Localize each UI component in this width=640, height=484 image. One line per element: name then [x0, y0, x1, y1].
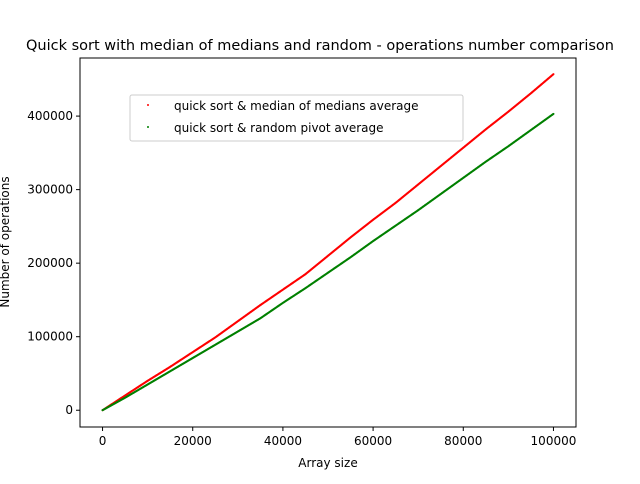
chart-title: Quick sort with median of medians and ra… [26, 38, 614, 54]
series-0-point [552, 73, 555, 76]
y-tick-label: 0 [65, 403, 73, 417]
y-axis-label: Number of operations [0, 176, 12, 307]
y-axis: 0 100000 200000 300000 400000 [27, 109, 80, 417]
legend-label-median-of-medians: quick sort & median of medians average [174, 99, 419, 113]
y-tick-label: 100000 [27, 330, 73, 344]
series-0 [101, 73, 555, 412]
series-1 [101, 112, 555, 412]
x-axis-label: Array size [298, 456, 357, 470]
series-layer [101, 73, 555, 412]
series-1-point [552, 112, 555, 115]
x-tick-label: 80000 [444, 434, 482, 448]
x-tick-label: 20000 [174, 434, 212, 448]
legend-label-random-pivot: quick sort & random pivot average [174, 121, 384, 135]
x-axis: 0 20000 40000 60000 80000 100000 [99, 427, 577, 448]
x-tick-label: 60000 [354, 434, 392, 448]
plot-area-frame [79, 57, 577, 428]
legend-marker-random-pivot [147, 126, 149, 128]
y-tick-label: 400000 [27, 109, 73, 123]
legend-marker-median-of-medians [147, 104, 149, 106]
legend: quick sort & median of medians average q… [129, 94, 464, 142]
y-tick-label: 300000 [27, 183, 73, 197]
legend-frame [129, 94, 464, 142]
y-tick-label: 200000 [27, 256, 73, 270]
x-tick-label: 100000 [531, 434, 577, 448]
x-tick-label: 40000 [264, 434, 302, 448]
x-tick-label: 0 [99, 434, 107, 448]
